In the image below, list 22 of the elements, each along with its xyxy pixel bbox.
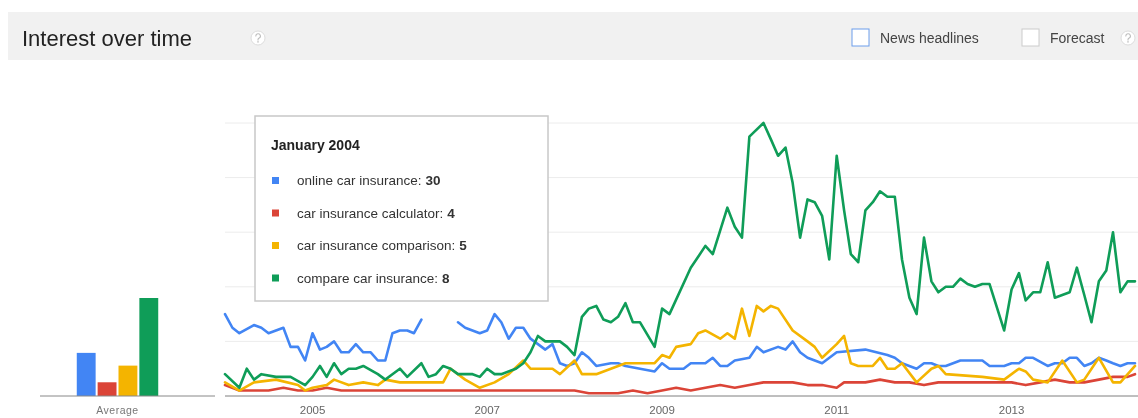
legend-label: car insurance comparison:	[297, 238, 456, 253]
x-tick-label: 2009	[649, 404, 675, 416]
legend-label: online car insurance:	[297, 173, 422, 188]
x-tick-label: 2007	[474, 404, 500, 416]
x-tick-label: 2013	[998, 404, 1025, 416]
annotation: 8	[442, 270, 451, 286]
text: News headlines	[880, 30, 979, 46]
bar	[118, 365, 138, 396]
legend-label: compare car insurance:	[297, 270, 439, 286]
legend-label: car insurance calculator:	[297, 205, 444, 221]
x-tick-label: 2011	[824, 404, 850, 416]
legend-title: January 2004	[271, 137, 360, 153]
annotation: 30	[425, 173, 441, 188]
annotation: 4	[447, 205, 456, 221]
bar	[139, 298, 159, 396]
bar	[97, 382, 117, 396]
x-tick-label: 2005	[299, 404, 326, 416]
annotation: 5	[459, 238, 468, 253]
x-tick-label: Average	[96, 404, 139, 416]
text: Forecast	[1050, 30, 1105, 46]
chart-title: Interest over time	[22, 26, 192, 51]
bar	[76, 352, 96, 396]
